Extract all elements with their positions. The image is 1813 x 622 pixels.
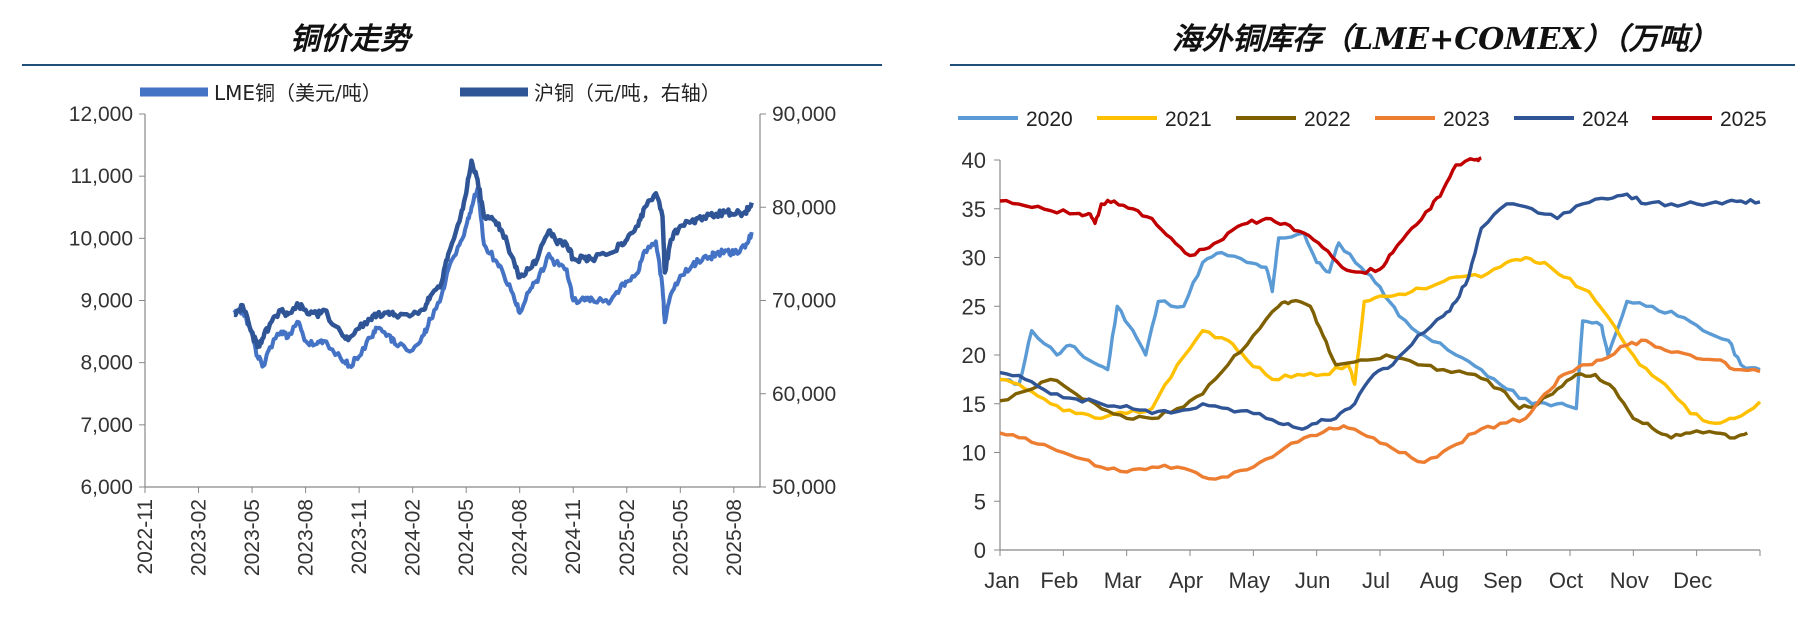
x-tick-label: Feb [1040, 568, 1078, 593]
left-y-tick-label: 10,000 [69, 227, 133, 250]
copper-price-chart: 6,000 7,000 8,000 9,000 10,000 11,000 12,000 50… [69, 103, 836, 576]
x-tick-label: 2024-02 [402, 499, 425, 576]
x-tick-label: Sep [1483, 568, 1522, 593]
left-y-tick-label: 12,000 [69, 103, 133, 126]
x-tick-label: 2025-08 [723, 499, 746, 576]
x-tick-label: 2025-02 [616, 499, 639, 576]
series-line-lme [232, 186, 754, 369]
x-tick-label: 2024-08 [509, 499, 532, 576]
left-y-tick-label: 6,000 [80, 476, 133, 499]
y-tick-label: 5 [974, 489, 986, 514]
x-tick-label: 2025-05 [669, 499, 692, 576]
y-tick-label: 10 [962, 441, 986, 466]
legend-label-2024: 2024 [1582, 108, 1629, 131]
y-tick-label: 35 [962, 197, 986, 222]
left-chart-title: 铜价走势 [290, 22, 410, 57]
left-y-tick-label: 9,000 [80, 290, 133, 313]
left-y-tick-label: 11,000 [70, 165, 133, 188]
x-tick-label: May [1229, 568, 1271, 593]
right-chart-title: 海外铜库存（LME+COMEX）（万吨） [1172, 22, 1719, 57]
x-tick-label: Oct [1549, 568, 1583, 593]
x-tick-label: Apr [1169, 568, 1203, 593]
legend-label-2025: 2025 [1720, 108, 1767, 131]
right-title-rule [950, 64, 1795, 66]
right-y-tick-label: 50,000 [772, 476, 836, 499]
x-tick-label: Mar [1104, 568, 1142, 593]
legend-label-shfe: 沪铜（元/吨，右轴） [534, 81, 721, 105]
right-y-tick-label: 90,000 [772, 103, 836, 126]
series-line-2021 [999, 255, 1762, 425]
right-legend: 2020 2021 2022 2023 2024 2025 [958, 108, 1767, 131]
legend-label-2023: 2023 [1443, 108, 1490, 131]
y-tick-label: 30 [962, 246, 986, 271]
copper-inventory-chart: 0 5 10 15 20 25 30 35 40 Jan Feb Mar Apr May Jun Jul Aug… [962, 148, 1762, 593]
series-line-2025 [999, 156, 1482, 275]
x-tick-label: Dec [1673, 568, 1712, 593]
left-legend: LME铜（美元/吨） 沪铜（元/吨，右轴） [140, 81, 721, 105]
left-y-tick-label: 8,000 [80, 352, 133, 375]
x-tick-label: 2023-02 [188, 499, 211, 576]
series-line-shfe [233, 158, 754, 350]
x-tick-label: 2023-11 [348, 499, 371, 575]
series-line-2022 [999, 298, 1749, 440]
y-tick-label: 0 [974, 538, 986, 563]
x-tick-label: 2024-11 [562, 499, 585, 575]
x-tick-label: Jul [1362, 568, 1390, 593]
x-tick-label: 2023-05 [241, 499, 264, 576]
y-tick-label: 25 [962, 294, 986, 319]
legend-label-2022: 2022 [1304, 108, 1351, 131]
left-y-tick-label: 7,000 [80, 414, 133, 437]
y-tick-label: 15 [962, 392, 986, 417]
x-tick-label: Jun [1295, 568, 1330, 593]
legend-label-lme: LME铜（美元/吨） [214, 81, 382, 105]
legend-label-2021: 2021 [1165, 108, 1212, 131]
x-tick-label: Jan [984, 568, 1019, 593]
right-y-tick-label: 60,000 [772, 383, 836, 406]
legend-label-2020: 2020 [1026, 108, 1073, 131]
y-tick-label: 20 [962, 343, 986, 368]
right-y-tick-label: 70,000 [772, 290, 836, 313]
x-tick-label: Nov [1610, 568, 1649, 593]
series-line-2023 [999, 338, 1761, 481]
x-tick-label: 2022-11 [134, 499, 157, 575]
left-title-rule [22, 64, 882, 66]
series-line-2024 [999, 192, 1761, 431]
series-line-2020 [999, 231, 1761, 411]
x-tick-label: Aug [1420, 568, 1459, 593]
x-tick-label: 2023-08 [295, 499, 318, 576]
x-tick-label: 2024-05 [455, 499, 478, 576]
y-tick-label: 40 [962, 148, 986, 173]
right-y-tick-label: 80,000 [772, 196, 836, 219]
